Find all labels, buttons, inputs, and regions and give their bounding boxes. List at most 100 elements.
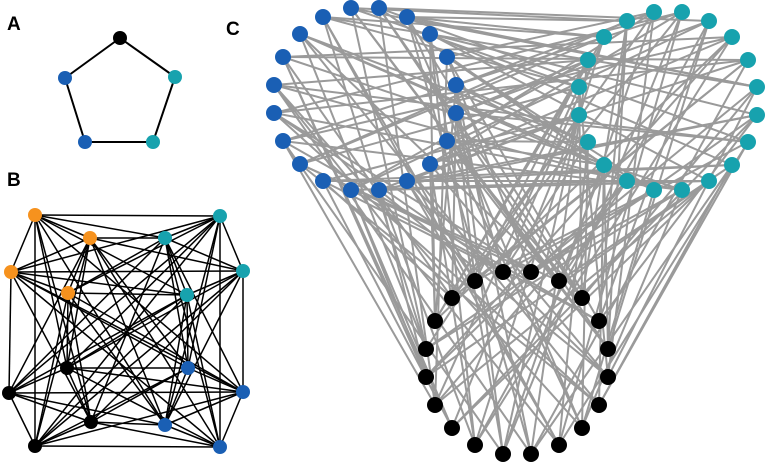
graph-edge <box>282 11 683 142</box>
graph-edge <box>8 392 36 447</box>
graph-node-orange <box>61 286 75 300</box>
graph-edge <box>406 180 609 378</box>
graph-edge <box>434 36 733 322</box>
graph-edge <box>186 294 189 369</box>
graph-edge <box>164 215 221 239</box>
graph-edge <box>67 292 244 393</box>
graph-edge <box>429 33 504 455</box>
graph-edge <box>455 84 504 455</box>
graph-edge <box>322 180 453 429</box>
graph-node-black <box>523 446 539 462</box>
graph-node-blue <box>315 173 331 189</box>
graph-edge <box>8 367 68 394</box>
graph-node-blue <box>343 0 359 16</box>
panel-c-label: C <box>226 19 240 40</box>
graph-edge <box>434 180 710 406</box>
graph-edge <box>164 424 221 448</box>
graph-node-teal <box>619 13 635 29</box>
graph-edge <box>67 237 91 294</box>
graph-node-blue <box>343 182 359 198</box>
graph-edge <box>406 16 583 299</box>
graph-edge <box>34 391 244 447</box>
graph-edge <box>8 215 221 394</box>
graph-edge <box>66 270 244 369</box>
graph-edge <box>164 237 188 296</box>
graph-edge <box>446 56 605 166</box>
graph-edge <box>10 237 91 273</box>
graph-edge <box>425 189 683 350</box>
graph-edge <box>34 214 188 296</box>
graph-edge <box>64 77 86 143</box>
graph-edge <box>378 189 476 446</box>
graph-node-orange <box>4 265 18 279</box>
graph-node-blue <box>315 9 331 25</box>
graph-node-teal <box>146 135 160 149</box>
graph-edge <box>299 33 600 406</box>
graph-edge <box>434 84 457 322</box>
graph-edge <box>502 11 655 455</box>
graph-edge <box>164 270 244 426</box>
graph-node-teal <box>236 264 250 278</box>
graph-edge <box>34 270 244 447</box>
graph-node-blue <box>422 26 438 42</box>
graph-node-black <box>600 369 616 385</box>
graph-edge <box>152 76 176 143</box>
graph-edge <box>8 271 12 394</box>
graph-node-black <box>591 397 607 413</box>
graph-node-blue <box>266 105 282 121</box>
graph-edge <box>64 37 121 79</box>
graph-node-blue <box>292 156 308 172</box>
graph-edge <box>350 59 589 191</box>
graph-edge <box>66 367 221 448</box>
graph-node-teal <box>571 79 587 95</box>
graph-node-black <box>551 273 567 289</box>
graph-edge <box>34 214 221 217</box>
graph-edge <box>67 215 221 294</box>
graph-node-black <box>60 361 74 375</box>
graph-edge <box>90 270 244 423</box>
graph-edge <box>378 189 609 378</box>
graph-edge <box>350 7 609 350</box>
graph-node-teal <box>724 157 740 173</box>
graph-node-black <box>467 437 483 453</box>
graph-edge <box>219 391 244 448</box>
graph-node-blue <box>58 71 72 85</box>
graph-edge <box>273 112 504 273</box>
graph-node-teal <box>596 29 612 45</box>
graph-edge <box>425 36 733 378</box>
graph-node-teal <box>701 173 717 189</box>
graph-node-black <box>427 397 443 413</box>
panel-c-graph <box>266 0 765 462</box>
graph-node-teal <box>168 70 182 84</box>
graph-edge <box>425 180 710 378</box>
graph-node-black <box>574 420 590 436</box>
graph-edge <box>164 391 244 426</box>
graph-node-teal <box>580 134 596 150</box>
graph-node-black <box>427 313 443 329</box>
graph-node-blue <box>399 9 415 25</box>
graph-edge <box>34 237 91 447</box>
graph-edge <box>451 114 580 429</box>
graph-edge <box>282 140 436 406</box>
graph-node-teal <box>180 288 194 302</box>
graph-edge <box>603 164 609 350</box>
graph-edge <box>10 271 69 294</box>
graph-node-blue <box>78 135 92 149</box>
graph-node-black <box>495 446 511 462</box>
graph-node-black <box>113 31 127 45</box>
graph-edge <box>187 367 244 393</box>
graph-edge <box>530 59 749 455</box>
graph-edge <box>34 214 91 239</box>
graph-edge <box>299 33 589 143</box>
graph-node-blue <box>371 0 387 16</box>
graph-edge <box>282 56 427 378</box>
graph-edge <box>502 114 580 455</box>
graph-node-teal <box>674 182 690 198</box>
graph-edge <box>451 11 655 299</box>
graph-edge <box>434 86 580 406</box>
graph-node-blue <box>213 440 227 454</box>
graph-edge <box>186 294 221 448</box>
graph-edge <box>67 292 92 423</box>
graph-edge <box>474 59 589 282</box>
graph-edge <box>474 36 605 446</box>
